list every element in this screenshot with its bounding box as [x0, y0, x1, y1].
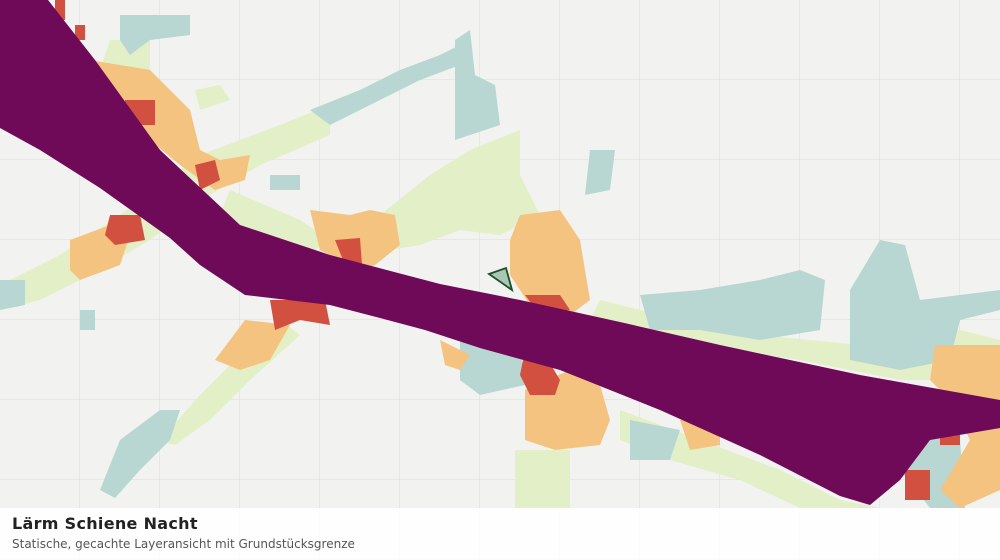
caption-panel: Lärm Schiene Nacht Statische, gecachte L… — [0, 508, 1000, 560]
noise-zone-very-low-shape — [270, 175, 300, 190]
layer-subtitle: Statische, gecachte Layeransicht mit Gru… — [12, 537, 355, 551]
noise-zone-very-low-shape — [100, 410, 180, 498]
noise-zone-very-high-shape — [0, 0, 1000, 505]
noise-zone-medium-shape — [440, 340, 470, 370]
noise-zone-low-shape — [380, 130, 540, 250]
noise-zone-very-low-shape — [585, 150, 615, 195]
noise-zone-low-shape — [515, 450, 570, 508]
noise-zone-high-shape — [905, 470, 930, 500]
noise-zone-high-shape — [195, 160, 220, 190]
noise-zone-very-low — [0, 15, 1000, 508]
noise-zone-very-low-shape — [850, 240, 1000, 370]
noise-zone-very-low-shape — [0, 280, 25, 310]
noise-zone-medium-shape — [90, 60, 250, 190]
layer-title: Lärm Schiene Nacht — [12, 514, 198, 533]
noise-zone-very-low-shape — [80, 310, 95, 330]
noise-zone-low-shape — [195, 85, 230, 110]
noise-zone-high-shape — [335, 238, 362, 265]
noise-zone-high-shape — [75, 25, 85, 40]
noise-zone-very-low-shape — [310, 45, 460, 125]
noise-zone-very-low-shape — [120, 15, 190, 55]
parcel-boundary-shape — [487, 266, 514, 293]
noise-zone-high-shape — [270, 300, 330, 330]
noise-zone-very-low-shape — [640, 270, 825, 340]
noise-zone-medium-shape — [510, 210, 590, 315]
noise-zone-low-shape — [220, 190, 330, 260]
noise-zone-very-high — [0, 0, 1000, 505]
noise-zone-very-low-shape — [630, 420, 680, 460]
noise-zone-medium-shape — [215, 320, 290, 370]
noise-zone-very-low-shape — [455, 30, 500, 140]
parcel-boundary — [487, 266, 514, 293]
noise-zone-high-shape — [105, 215, 145, 245]
